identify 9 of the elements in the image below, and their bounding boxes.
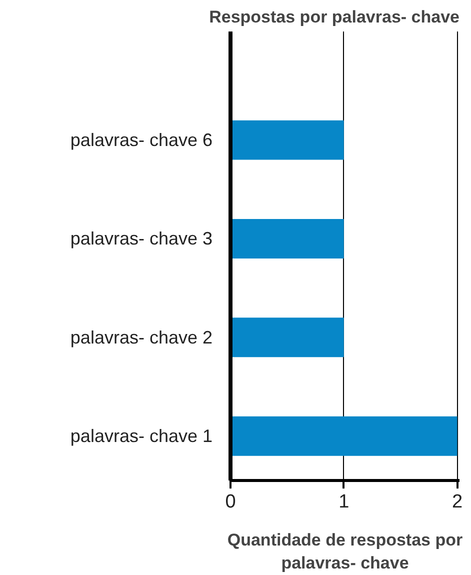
chart-title: Respostas por palavras- chave	[209, 8, 460, 26]
y-tick-label: palavras- chave 1	[70, 426, 213, 446]
x-tick-label: 1	[338, 492, 350, 512]
x-axis-title: Quantidade de respostas por palavras- chave	[227, 530, 463, 572]
y-tick-label: palavras- chave 2	[70, 327, 213, 348]
x-tick-label: 0	[225, 492, 236, 512]
y-tick-label: palavras- chave 6	[70, 130, 213, 150]
y-tick-label: palavras- chave 3	[70, 228, 213, 249]
x-tick-label: 2	[452, 492, 463, 512]
